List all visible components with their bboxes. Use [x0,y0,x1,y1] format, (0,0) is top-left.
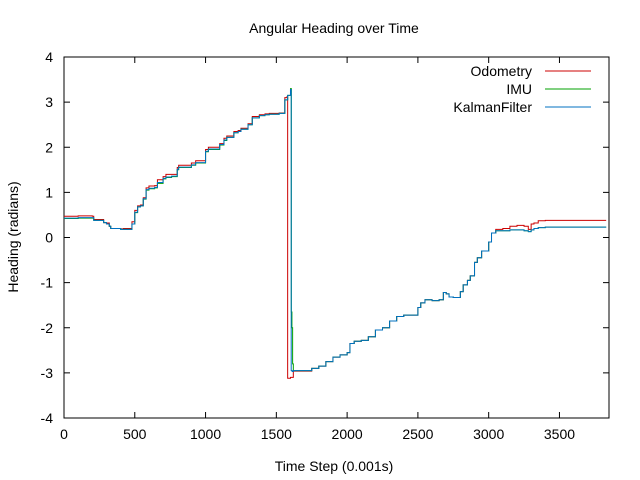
legend-label: KalmanFilter [453,99,532,115]
y-axis-label: Heading (radians) [5,181,21,292]
x-tick-label: 1000 [190,426,221,442]
chart-title: Angular Heading over Time [249,20,419,36]
legend-label: IMU [506,81,532,97]
x-axis-label: Time Step (0.001s) [275,458,394,474]
legend: Odometry IMU KalmanFilter [453,63,591,115]
series-line-imu [64,88,607,372]
x-tick-label: 3000 [473,426,504,442]
y-tick-label: -3 [41,365,54,381]
y-tick-label: -4 [41,410,54,426]
x-axis-ticks: 0 500 1000 1500 2000 2500 3000 3500 [60,57,575,442]
y-tick-label: 1 [45,184,53,200]
y-tick-label: -1 [41,275,54,291]
x-tick-label: 2500 [402,426,433,442]
x-tick-label: 3500 [544,426,575,442]
x-tick-label: 2000 [332,426,363,442]
y-tick-label: 2 [45,139,53,155]
y-tick-label: 0 [45,230,53,246]
y-tick-label: 3 [45,94,53,110]
series-line-kalmanfilter [64,88,607,373]
y-axis-ticks: -4 -3 -2 -1 0 1 2 3 4 [41,49,609,426]
y-tick-label: 4 [45,49,53,65]
x-tick-label: 0 [60,426,68,442]
x-tick-label: 1500 [261,426,292,442]
legend-label: Odometry [471,63,532,79]
x-tick-label: 500 [123,426,147,442]
series-line-odometry [64,96,607,379]
y-tick-label: -2 [41,320,54,336]
series-lines [64,88,607,379]
